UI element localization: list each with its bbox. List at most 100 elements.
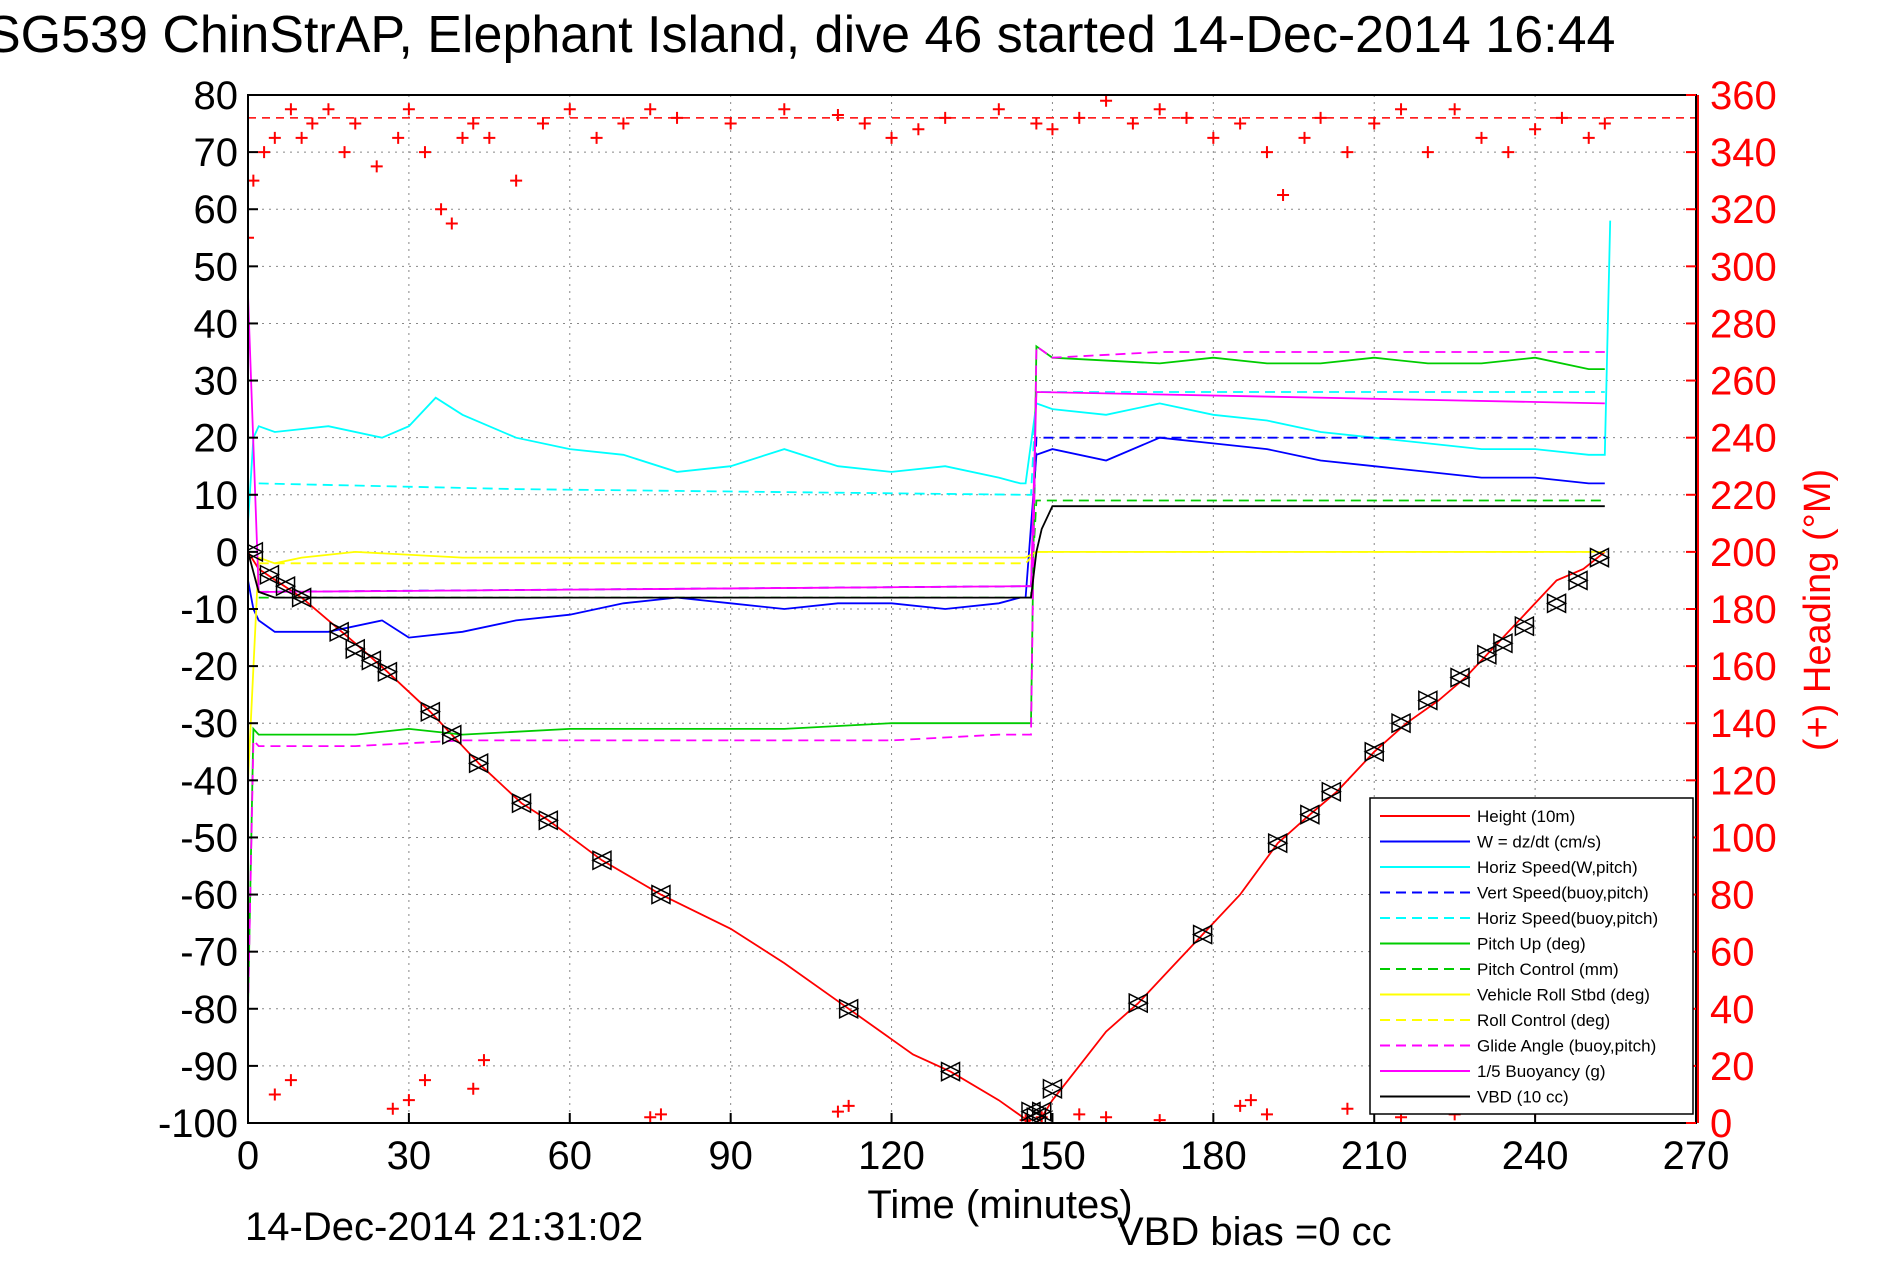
heading-point <box>1073 1108 1086 1121</box>
heading-point <box>402 103 415 116</box>
heading-point <box>418 1074 431 1087</box>
x-tick-label: 30 <box>387 1134 432 1178</box>
apogee-marker <box>419 701 442 723</box>
heading-point <box>644 1111 657 1123</box>
y2-tick-label: 140 <box>1710 702 1777 746</box>
heading-point <box>248 174 260 187</box>
y2-tick-label: 160 <box>1710 645 1777 689</box>
heading-point <box>858 117 871 130</box>
y2-tick-label: 300 <box>1710 245 1777 289</box>
y-tick-label: 50 <box>194 245 239 289</box>
heading-point <box>338 146 351 159</box>
heading-point <box>912 123 925 136</box>
heading-point <box>1421 146 1434 159</box>
apogee-marker <box>328 621 350 643</box>
y2-tick-label: 0 <box>1710 1102 1732 1146</box>
heading-point <box>268 1088 281 1101</box>
apogee-marker <box>1390 713 1412 734</box>
y-tick-label: 10 <box>194 474 239 518</box>
apogee-marker <box>1417 690 1439 711</box>
heading-point <box>295 131 308 144</box>
heading-point <box>831 1105 844 1118</box>
heading-point <box>1046 123 1059 136</box>
apogee-marker <box>650 884 672 905</box>
y-tick-label: -100 <box>158 1102 238 1146</box>
apogee-marker <box>290 587 313 608</box>
heading-point <box>1529 123 1542 136</box>
heading-point <box>563 103 576 116</box>
apogee-marker <box>1041 1078 1064 1099</box>
apogee-marker <box>837 998 860 1019</box>
heading-point <box>1395 103 1408 116</box>
y-tick-label: -10 <box>180 588 238 632</box>
legend-entry: Roll Control (deg) <box>1477 1011 1610 1030</box>
heading-point <box>1207 131 1220 144</box>
apogee-marker <box>1191 924 1214 945</box>
y2-tick-label: 60 <box>1710 931 1755 975</box>
heading-point <box>1555 111 1568 124</box>
series-heading <box>248 95 1611 244</box>
y2-tick-label: 20 <box>1710 1045 1755 1089</box>
y2-tick-label: 360 <box>1710 74 1777 118</box>
heading-point <box>1100 1111 1113 1123</box>
x-tick-label: 0 <box>237 1134 259 1178</box>
apogee-marker <box>441 724 463 745</box>
heading-point <box>1341 1102 1354 1115</box>
apogee-marker <box>1449 667 1471 688</box>
y2-tick-label: 80 <box>1710 874 1755 918</box>
heading-point <box>510 174 523 187</box>
y2-tick-label: 280 <box>1710 302 1777 346</box>
x-tick-label: 60 <box>548 1134 593 1178</box>
series-horiz-speed-buoy-pitch <box>258 391 1605 496</box>
heading-point <box>1244 1094 1257 1107</box>
y2-axis-label: (+) Heading (°M) <box>1797 469 1839 751</box>
heading-point <box>1277 188 1290 201</box>
legend-entry: W = dz/dt (cm/s) <box>1477 833 1601 852</box>
y-tick-label: 30 <box>194 360 239 404</box>
heading-point <box>402 1094 415 1107</box>
heading-point <box>258 146 271 159</box>
x-axis-label: Time (minutes) <box>867 1183 1132 1227</box>
heading-point <box>590 131 603 144</box>
heading-point <box>445 217 458 230</box>
apogee-marker <box>360 650 383 671</box>
heading-point <box>435 203 448 216</box>
y-tick-label: 20 <box>194 417 239 461</box>
heading-point <box>467 1082 480 1095</box>
x-tick-label: 180 <box>1180 1134 1247 1178</box>
y-tick-label: -40 <box>180 759 238 803</box>
x-tick-label: 120 <box>858 1134 925 1178</box>
y-tick-label: 0 <box>216 531 238 575</box>
y2-tick-label: 180 <box>1710 588 1777 632</box>
heading-point <box>617 117 630 130</box>
heading-point <box>477 1054 490 1067</box>
axes: 0 30 60 90 120 150 180 210 240 270-100-90-80-70-6… <box>158 74 1777 1178</box>
heading-point <box>1502 146 1515 159</box>
heading-point <box>1234 1099 1247 1112</box>
apogee-marker <box>1588 547 1611 568</box>
y-tick-label: 40 <box>194 302 239 346</box>
series-group <box>248 95 1696 1123</box>
x-tick-label: 210 <box>1341 1134 1408 1178</box>
y-tick-label: 60 <box>194 188 239 232</box>
heading-point <box>1314 111 1327 124</box>
y-tick-label: -20 <box>180 645 238 689</box>
heading-point <box>1153 103 1166 116</box>
heading-point <box>483 131 496 144</box>
heading-point <box>1598 117 1611 130</box>
heading-point <box>418 146 431 159</box>
apogee-marker <box>1031 1101 1053 1122</box>
apogee-marker <box>1127 992 1149 1014</box>
legend-box <box>1369 797 1694 1115</box>
heading-point <box>1073 111 1086 124</box>
legend-entry: Height (10m) <box>1477 807 1575 826</box>
heading-point <box>671 111 684 124</box>
apogee-marker <box>344 638 366 660</box>
heading-point <box>1475 131 1488 144</box>
y-tick-label: 70 <box>194 131 239 175</box>
apogee-marker <box>1267 832 1289 854</box>
series-heading-near-0 <box>268 1054 1542 1123</box>
legend-entry: Vehicle Roll Stbd (deg) <box>1477 986 1650 1005</box>
heading-point <box>306 117 319 130</box>
y2-tick-label: 320 <box>1710 188 1777 232</box>
